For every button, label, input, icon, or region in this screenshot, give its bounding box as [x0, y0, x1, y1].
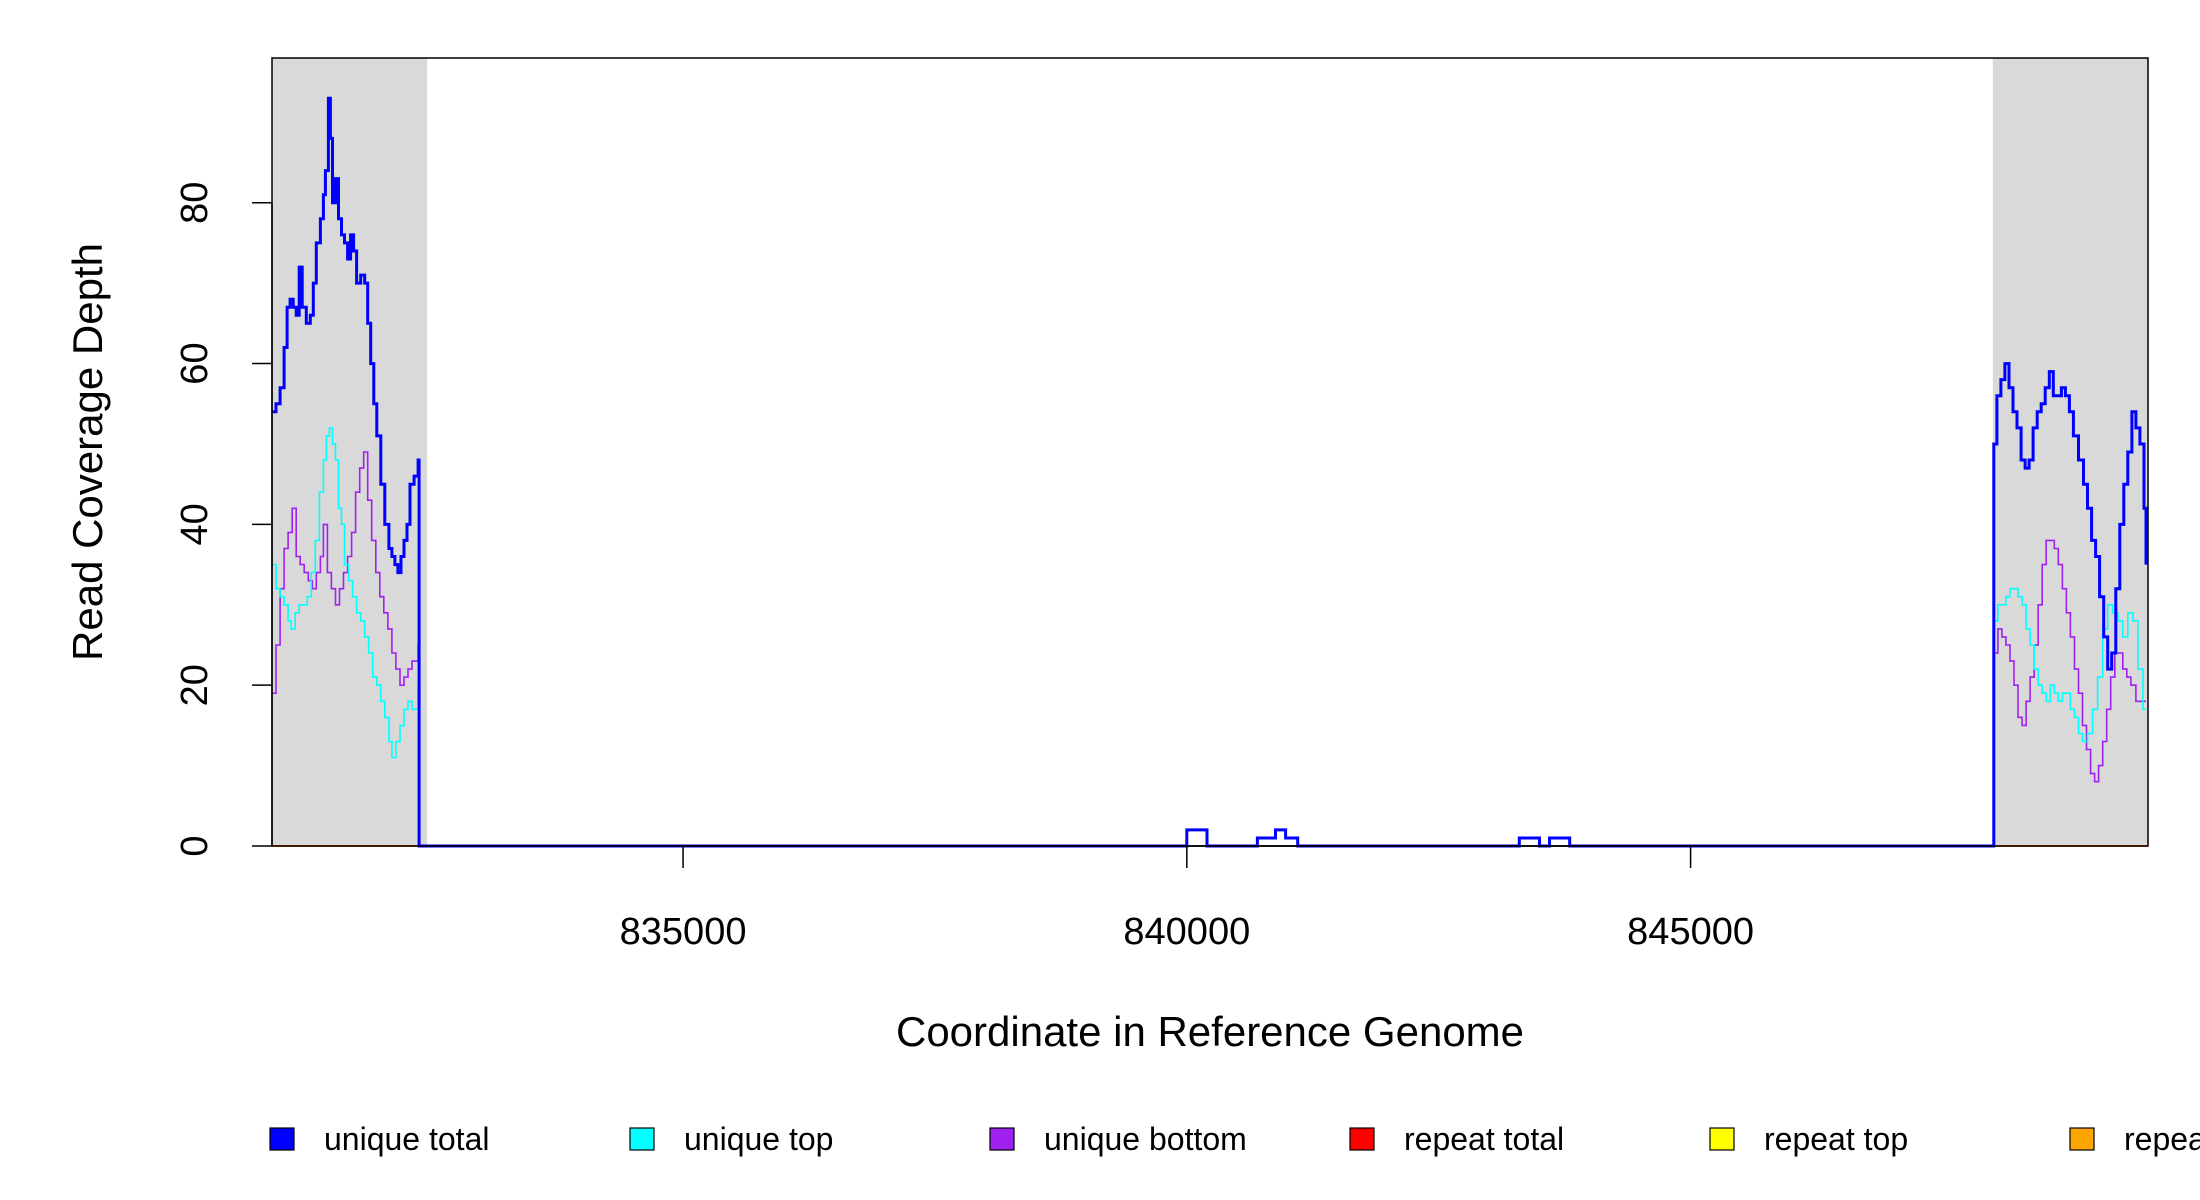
legend-swatch — [989, 1127, 1015, 1151]
y-axis: 0 20 40 60 80 — [174, 182, 273, 857]
y-tick-label: 0 — [174, 835, 216, 856]
series-line-unique-total — [272, 96, 2148, 848]
legend-label: unique total — [324, 1121, 489, 1157]
legend-swatch — [2069, 1127, 2095, 1151]
series-line-unique-top — [272, 427, 2146, 847]
y-tick-label: 40 — [174, 503, 216, 545]
shaded-region — [272, 58, 428, 846]
legend-label: repeat bottom — [2124, 1121, 2200, 1157]
legend-swatch — [1709, 1127, 1735, 1151]
legend-swatch — [629, 1127, 655, 1151]
series-lines — [272, 96, 2148, 848]
plot-frame — [271, 57, 2149, 847]
y-axis-label: Read Coverage Depth — [64, 243, 111, 661]
y-tick-label: 80 — [174, 182, 216, 224]
legend-label: unique top — [684, 1121, 833, 1157]
legend-label: unique bottom — [1044, 1121, 1247, 1157]
legend-label: repeat top — [1764, 1121, 1908, 1157]
x-axis: 835000 840000 845000 — [620, 845, 1754, 953]
x-tick-label: 845000 — [1627, 911, 1754, 953]
y-tick-label: 20 — [174, 664, 216, 706]
legend-swatch — [269, 1127, 295, 1151]
legend-swatch — [1349, 1127, 1375, 1151]
legend: unique total unique top unique bottom repea… — [269, 1121, 2200, 1157]
x-tick-label: 840000 — [1123, 911, 1250, 953]
shaded-region — [1992, 58, 2148, 846]
series-line-unique-bottom — [272, 451, 2146, 847]
y-tick-label: 60 — [174, 342, 216, 384]
x-tick-label: 835000 — [620, 911, 747, 953]
shaded-regions — [272, 58, 2148, 846]
x-axis-label: Coordinate in Reference Genome — [896, 1008, 1524, 1055]
legend-label: repeat total — [1404, 1121, 1564, 1157]
